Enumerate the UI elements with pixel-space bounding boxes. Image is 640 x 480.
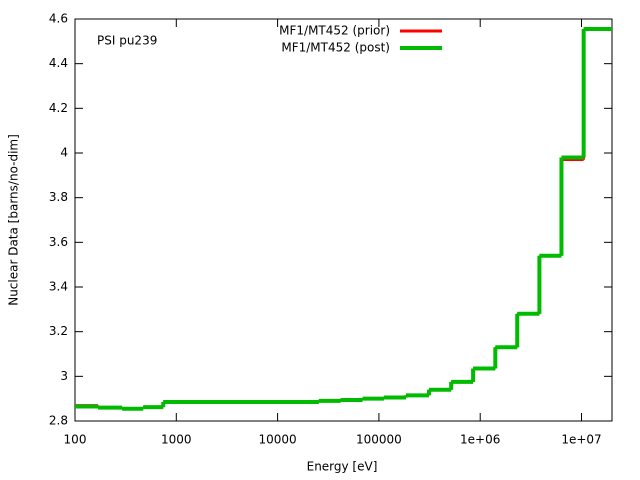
x-tick-label: 100 xyxy=(64,433,87,447)
x-tick-label: 1e+06 xyxy=(460,433,500,447)
annotation: PSI pu239 xyxy=(97,34,157,48)
plot-frame xyxy=(74,18,613,422)
y-tick-label: 2.8 xyxy=(49,414,68,428)
y-tick-label: 3.8 xyxy=(49,190,68,204)
y-tick-label: 4.4 xyxy=(49,56,68,70)
y-tick-label: 3.2 xyxy=(49,324,68,338)
y-tick-label: 4 xyxy=(60,146,68,160)
y-tick-label: 4.2 xyxy=(49,101,68,115)
y-tick-label: 3 xyxy=(60,369,68,383)
y-axis-title: Nuclear Data [barns/no-dim] xyxy=(7,134,21,306)
legend-label: MF1/MT452 (post) xyxy=(281,41,390,55)
x-tick-label: 1e+07 xyxy=(561,433,601,447)
legend-label: MF1/MT452 (prior) xyxy=(279,24,390,38)
x-tick-label: 1000 xyxy=(161,433,192,447)
x-tick-label: 100000 xyxy=(356,433,402,447)
x-axis-title: Energy [eV] xyxy=(307,460,378,474)
y-tick-label: 4.6 xyxy=(49,12,68,26)
y-tick-label: 3.6 xyxy=(49,235,68,249)
x-tick-label: 10000 xyxy=(259,433,297,447)
y-tick-label: 3.4 xyxy=(49,280,68,294)
